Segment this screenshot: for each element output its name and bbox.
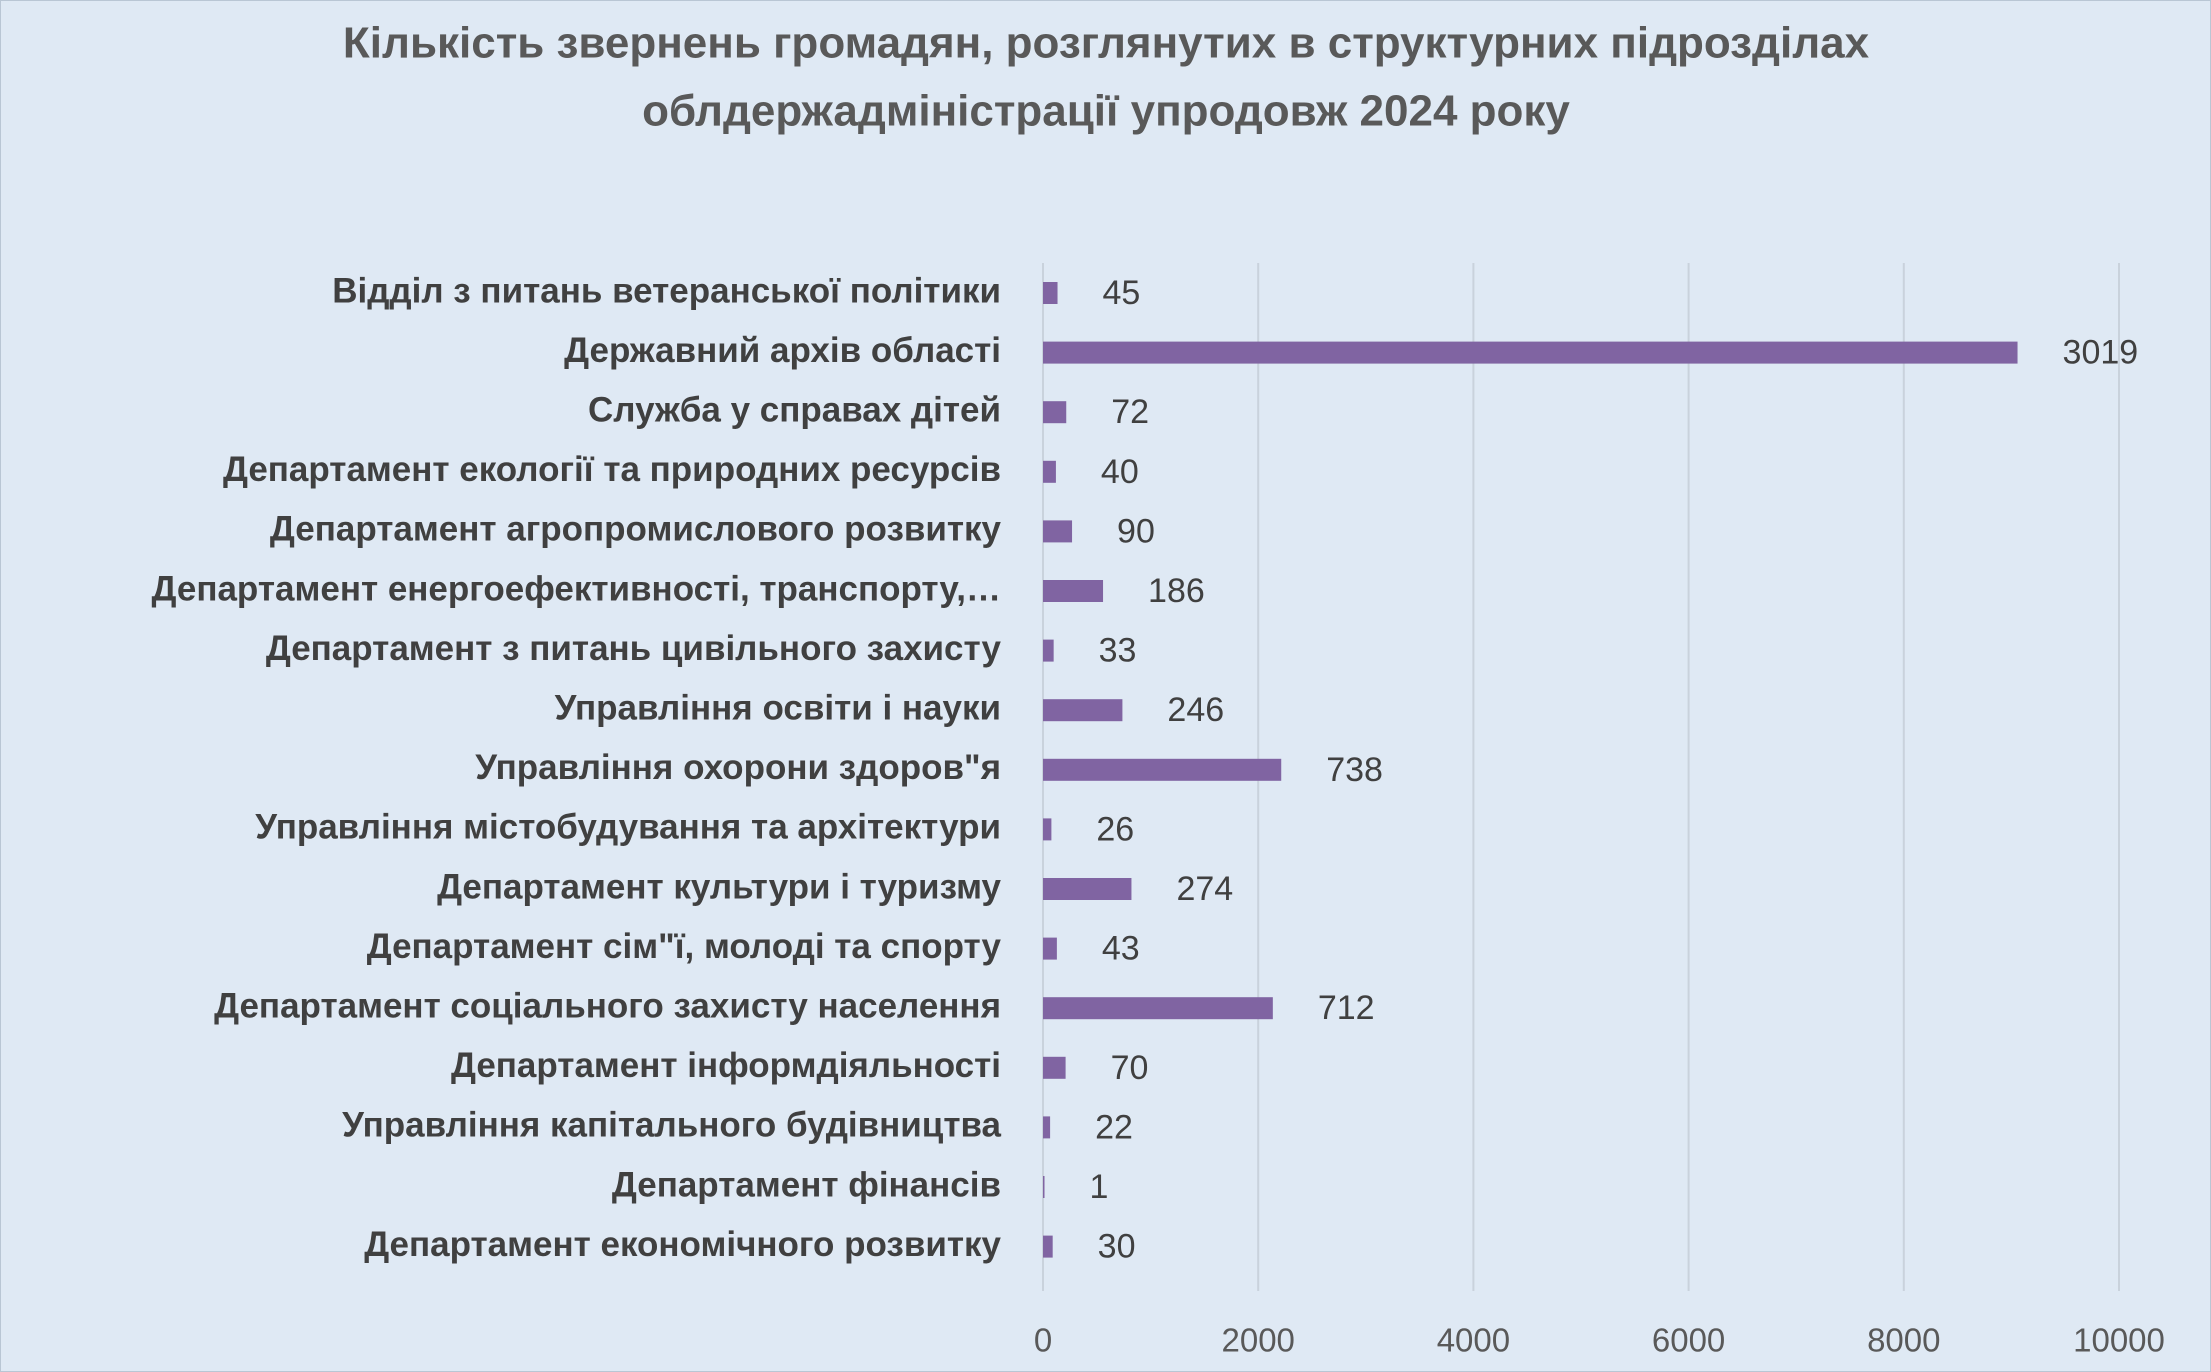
data-label: 90 — [1117, 512, 1155, 550]
data-label: 26 — [1096, 810, 1134, 848]
bar — [1043, 401, 1067, 424]
category-label: Департамент з питань цивільного захисту — [266, 629, 1002, 668]
category-label: Департамент економічного розвитку — [364, 1225, 1001, 1264]
category-labels: Відділ з питань ветеранської політики Дер… — [152, 271, 1002, 1264]
category-label: Управління освіти і науки — [555, 688, 1001, 727]
category-label: Відділ з питань ветеранської політики — [332, 271, 1001, 310]
bar — [1043, 1056, 1066, 1079]
bar — [1043, 580, 1104, 602]
data-label: 45 — [1103, 274, 1141, 312]
bar — [1043, 520, 1073, 543]
chart-title-line: Кількість звернень громадян, розглянутих… — [343, 19, 1870, 68]
bar — [1043, 878, 1132, 900]
bar — [1043, 1176, 1045, 1198]
category-label: Департамент екології та природних ресурс… — [223, 450, 1001, 489]
data-label: 22 — [1095, 1108, 1133, 1146]
data-label: 738 — [1326, 751, 1383, 789]
data-label: 712 — [1318, 989, 1375, 1027]
chart-title: Кількість звернень громадян, розглянутих… — [343, 19, 1870, 136]
category-label: Департамент агропромислового розвитку — [270, 510, 1002, 549]
bar — [1043, 341, 2018, 364]
bar — [1043, 699, 1123, 722]
x-tick-label: 2000 — [1221, 1322, 1294, 1359]
category-label: Департамент сім"ї, молоді та спорту — [367, 927, 1002, 966]
category-label: Департамент інформдіяльності — [451, 1046, 1001, 1085]
bar — [1043, 937, 1057, 960]
data-label: 30 — [1098, 1228, 1136, 1266]
data-label: 43 — [1102, 930, 1140, 968]
data-label: 246 — [1167, 691, 1224, 729]
data-label: 3019 — [2063, 334, 2139, 372]
category-label: Департамент культури і туризму — [437, 867, 1001, 906]
category-label: Служба у справах дітей — [588, 390, 1001, 429]
bar — [1043, 818, 1052, 841]
bar — [1043, 1116, 1051, 1139]
bar — [1043, 997, 1273, 1020]
bars — [1043, 282, 2018, 1258]
category-label: Управління охорони здоров"я — [475, 748, 1001, 787]
x-tick-label: 6000 — [1652, 1322, 1725, 1359]
chart-title-line: облдержадміністрації упродовж 2024 року — [642, 87, 1570, 136]
category-label: Управління містобудування та архітектури — [255, 808, 1001, 847]
bar — [1043, 282, 1058, 304]
x-axis-ticks: 0 2000 4000 6000 8000 10000 — [1034, 1322, 2165, 1359]
data-label: 72 — [1111, 393, 1149, 431]
category-label: Департамент енергоефективності, транспор… — [152, 569, 1002, 608]
data-label: 274 — [1176, 870, 1233, 908]
bar — [1043, 1235, 1053, 1258]
bar — [1043, 758, 1282, 781]
data-label: 1 — [1090, 1168, 1109, 1206]
x-tick-label: 0 — [1034, 1322, 1052, 1359]
x-tick-label: 10000 — [2073, 1322, 2165, 1359]
x-tick-label: 4000 — [1437, 1322, 1510, 1359]
data-labels: 45 3019 72 40 90 186 33 246 738 26 274 43 712 70 22 1 30 — [1090, 274, 2139, 1266]
x-tick-label: 8000 — [1867, 1322, 1940, 1359]
data-label: 70 — [1111, 1049, 1149, 1087]
category-label: Державний архів області — [564, 331, 1001, 370]
data-label: 33 — [1099, 632, 1137, 670]
data-label: 40 — [1101, 453, 1139, 491]
bar — [1043, 639, 1054, 662]
category-label: Департамент соціального захисту населенн… — [214, 986, 1001, 1025]
bar — [1043, 460, 1056, 483]
data-label: 186 — [1148, 572, 1205, 610]
category-label: Управління капітального будівництва — [342, 1106, 1001, 1145]
category-label: Департамент фінансів — [612, 1165, 1001, 1204]
